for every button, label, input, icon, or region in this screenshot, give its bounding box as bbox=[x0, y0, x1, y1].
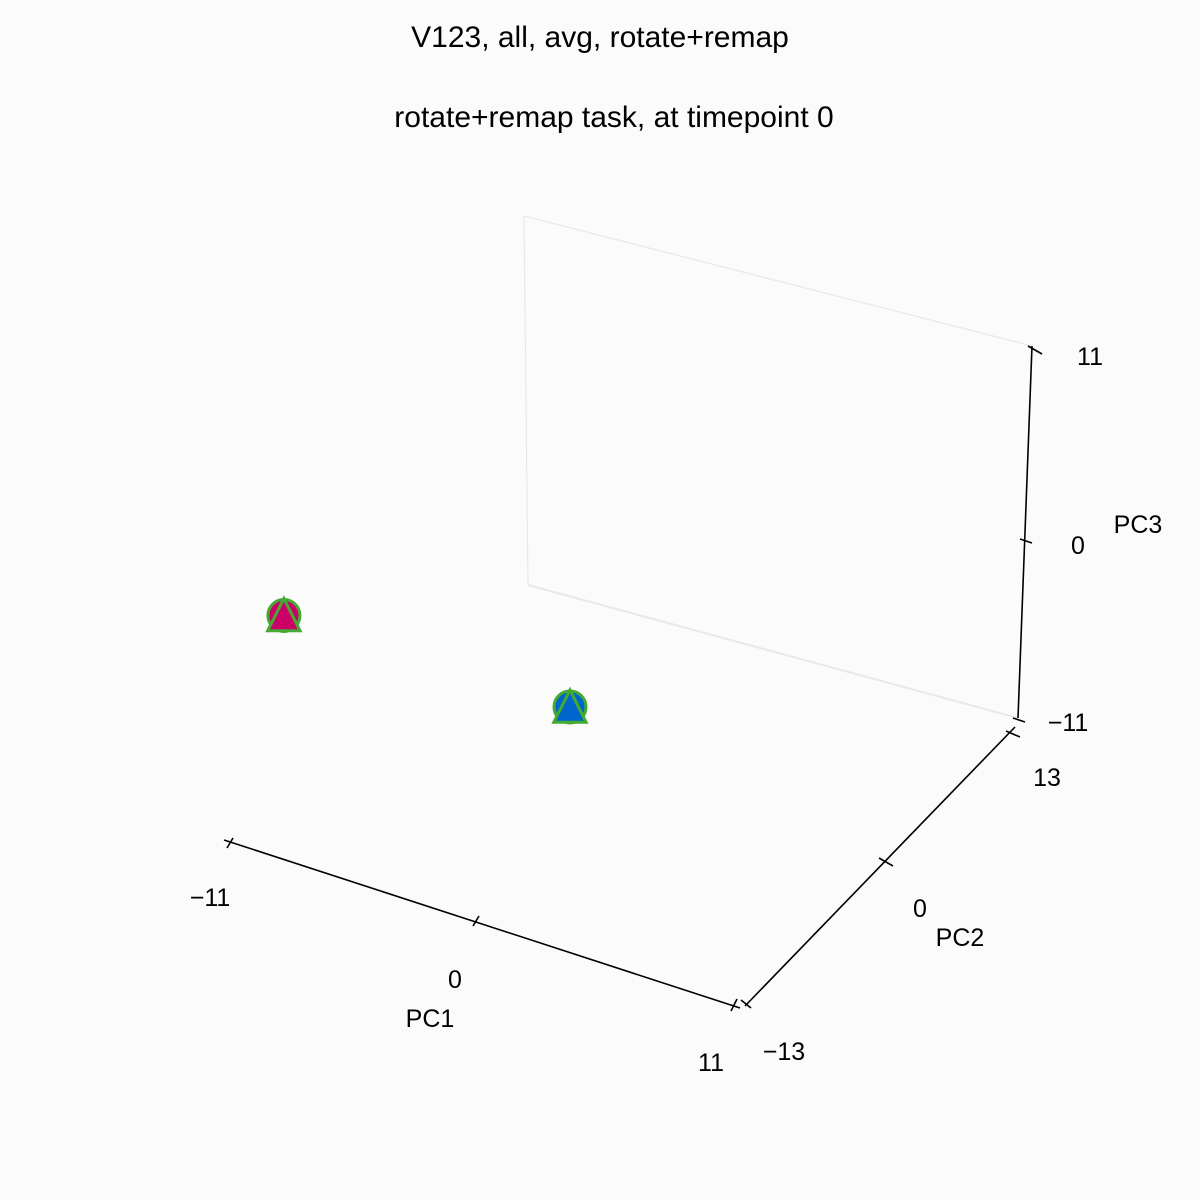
axes bbox=[223, 345, 1043, 1012]
pc2-axis-line bbox=[744, 726, 1016, 1007]
pc3-axis-line bbox=[1017, 345, 1033, 719]
pc2-axis-label: PC2 bbox=[936, 924, 985, 952]
pc1-tick-label: −11 bbox=[190, 884, 231, 912]
pc3-tick-mark bbox=[1012, 717, 1026, 723]
pc1-tick-label: 0 bbox=[448, 966, 462, 994]
pc2-tick-mark bbox=[740, 999, 752, 1009]
pc1-axis-line bbox=[223, 839, 741, 1009]
pc1-axis-label: PC1 bbox=[406, 1005, 455, 1033]
pc2-tick-label: 0 bbox=[913, 895, 927, 923]
pc1-tick-mark bbox=[472, 915, 480, 927]
pc2-tick-label: −13 bbox=[763, 1038, 805, 1066]
pc3-tick-label: −11 bbox=[1048, 709, 1089, 737]
pc3-tick-label: 0 bbox=[1071, 532, 1085, 560]
pc1-tick-label: 11 bbox=[698, 1049, 724, 1077]
pc3-tick-label: 11 bbox=[1077, 343, 1103, 371]
back-panes bbox=[523, 215, 1033, 719]
pc1-tick-mark bbox=[730, 998, 738, 1012]
data-point-triangle bbox=[265, 595, 303, 633]
floor-back-edge bbox=[527, 584, 1019, 719]
data-point-triangle bbox=[551, 686, 589, 724]
pc3-tick-mark bbox=[1019, 538, 1033, 544]
pc3-axis-label: PC3 bbox=[1114, 511, 1163, 539]
pc2-tick-mark bbox=[1005, 730, 1021, 738]
back-pane-vertical-edge bbox=[523, 215, 529, 586]
pc2-tick-mark bbox=[878, 857, 894, 867]
back-pane-top-edge bbox=[523, 215, 1033, 347]
pc3-tick-mark bbox=[1027, 345, 1043, 355]
pc2-tick-label: 13 bbox=[1033, 764, 1061, 792]
chart-title: V123, all, avg, rotate+remap bbox=[411, 21, 789, 54]
chart-subtitle: rotate+remap task, at timepoint 0 bbox=[394, 101, 833, 134]
pc1-tick-mark bbox=[226, 837, 234, 849]
data-points bbox=[265, 595, 589, 725]
